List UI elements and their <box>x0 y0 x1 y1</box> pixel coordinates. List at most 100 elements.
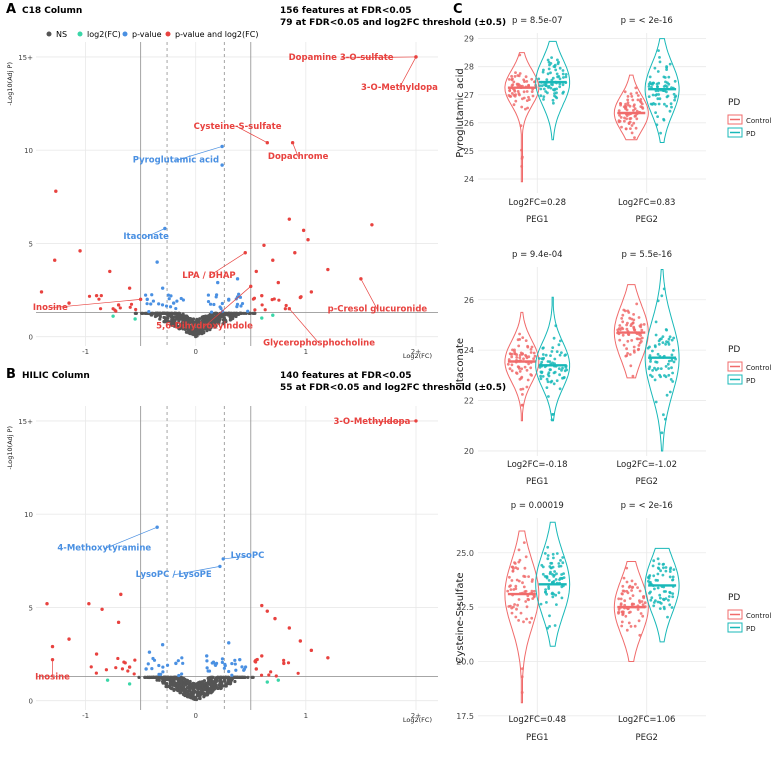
violin-point <box>513 94 517 98</box>
pvalue-point <box>149 302 153 306</box>
violin-point <box>623 90 627 94</box>
violin-point <box>667 359 671 363</box>
violin-point <box>557 367 561 370</box>
violin-point <box>620 620 624 624</box>
violin-point <box>639 105 643 108</box>
scatter-point <box>171 301 176 305</box>
legend-swatch-control <box>727 114 743 125</box>
ns-point <box>233 675 237 679</box>
violin-point <box>551 76 555 80</box>
ns-point <box>230 317 234 321</box>
violin-point <box>550 78 554 82</box>
violin-point <box>518 93 521 97</box>
scatter-point <box>260 654 264 658</box>
violin-point <box>530 77 534 81</box>
violin-point <box>664 328 668 331</box>
ns-point <box>190 327 194 332</box>
violin-point <box>521 336 525 339</box>
violin-point <box>524 107 527 111</box>
pvalue-point <box>151 299 156 303</box>
violin-point <box>550 82 553 86</box>
violin-point <box>516 338 520 342</box>
violin-point <box>618 324 622 327</box>
ns-point <box>201 681 205 685</box>
violin-point <box>624 614 628 618</box>
violin-point <box>517 548 521 552</box>
ns-point <box>251 675 255 679</box>
scatter-point <box>254 667 258 671</box>
point-annotation: 4-Methoxytyramine <box>57 544 151 554</box>
violin-point <box>554 68 558 72</box>
violin-point <box>547 395 550 398</box>
violin-point <box>561 366 564 370</box>
scatter-point <box>265 609 269 613</box>
scatter-point <box>50 644 55 649</box>
violin-point <box>520 375 524 379</box>
violin-point <box>629 92 633 96</box>
ns-point <box>220 682 224 686</box>
violin-point <box>511 569 515 573</box>
legend-title: PD <box>728 593 740 603</box>
violin-point <box>506 589 510 593</box>
violin-point <box>632 318 636 322</box>
both-point <box>269 670 273 674</box>
ns-point <box>161 675 166 679</box>
violin-point <box>556 75 559 79</box>
violin-point <box>651 369 654 372</box>
violin-point <box>546 380 550 384</box>
violin-point <box>518 558 522 562</box>
violin-point <box>549 62 553 65</box>
pvalue-point <box>208 302 213 306</box>
ns-point <box>233 679 237 684</box>
pvalue-point <box>146 662 150 666</box>
ns-point <box>232 311 236 315</box>
violin-point <box>660 431 664 435</box>
violin-point <box>552 556 555 560</box>
violin-point <box>549 368 552 372</box>
annotation-leader <box>237 126 268 144</box>
violin-point <box>549 86 553 90</box>
violin-point <box>513 88 516 92</box>
violin-point <box>542 95 546 98</box>
ns-point <box>177 314 181 318</box>
pvalue-point <box>161 670 165 674</box>
point-annotation: 3-O-Methyldopa <box>361 83 438 93</box>
violin-point <box>563 354 567 357</box>
violin-point <box>664 365 668 368</box>
ns-point <box>207 676 211 680</box>
violin-point <box>633 350 636 354</box>
y-axis-label: Itaconate <box>455 338 466 385</box>
point-annotation: p-Cresol glucuronide <box>328 305 428 315</box>
violin-point <box>522 620 525 624</box>
ns-point <box>148 675 152 679</box>
violin-point <box>524 75 528 79</box>
violin-point <box>547 587 551 590</box>
violin-point <box>555 379 559 383</box>
scatter-point <box>147 650 152 654</box>
violin-point <box>539 374 542 378</box>
violin-point <box>507 94 511 97</box>
violin-point <box>518 332 521 336</box>
scatter-point <box>271 258 275 262</box>
violin-point <box>670 366 673 370</box>
violin-point <box>515 607 518 611</box>
violin-point <box>560 369 563 372</box>
violin-point <box>665 104 668 108</box>
x-tick-label: 0 <box>193 348 197 356</box>
ns-point <box>240 311 244 315</box>
ns-point <box>196 690 200 694</box>
violin-point <box>527 598 530 602</box>
scatter-point <box>45 601 49 606</box>
violin-point <box>651 349 654 353</box>
ns-point <box>203 321 207 325</box>
violin-point <box>539 377 543 381</box>
ns-point <box>248 311 252 315</box>
violin-point <box>561 69 565 72</box>
violin-point <box>628 584 632 588</box>
hilic-summary-line1: 140 features at FDR<0.05 <box>280 371 412 381</box>
violin-point <box>634 582 637 586</box>
violin-point <box>551 595 555 599</box>
ns-point <box>199 326 204 330</box>
violin-point <box>557 562 561 565</box>
ns-point <box>164 682 168 686</box>
